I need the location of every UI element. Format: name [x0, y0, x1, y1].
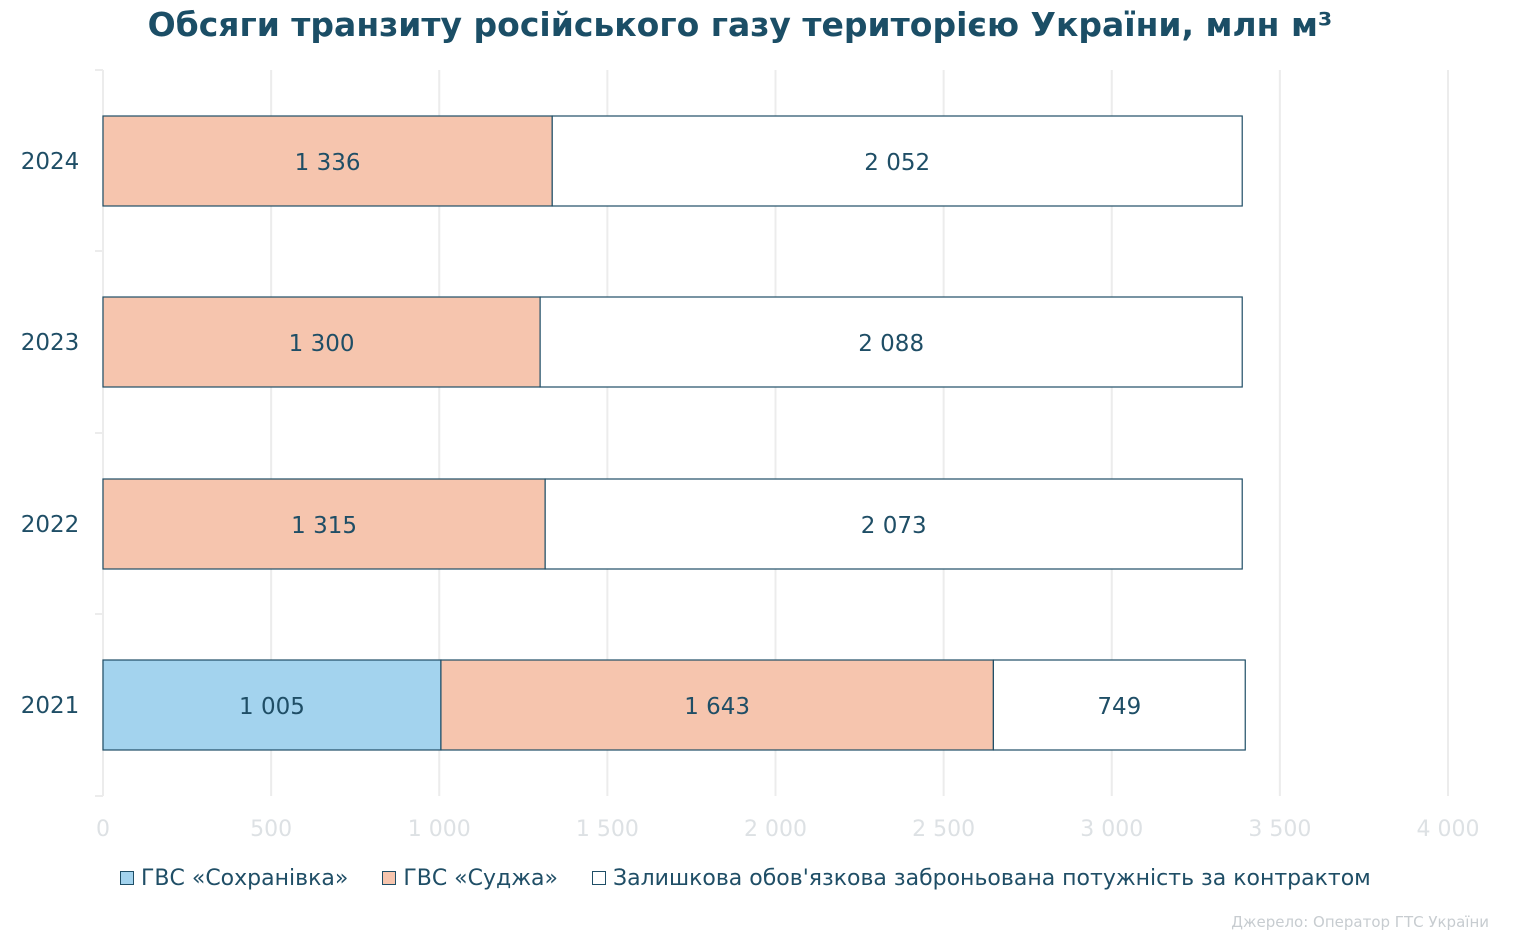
bar-2021-series-2 [992, 659, 1246, 751]
legend-swatch [592, 871, 606, 885]
data-label-2021-series-1: 1 643 [684, 694, 750, 720]
legend-swatch [120, 871, 134, 885]
y-label-2023: 2023 [21, 330, 80, 356]
y-axis-labels: 2021 2022 2023 2024 [21, 149, 80, 719]
data-label-2022-series-2: 2 073 [861, 513, 927, 539]
data-label-2022-series-1: 1 315 [291, 513, 357, 539]
x-tick-label: 500 [250, 817, 292, 842]
x-tick-label: 2 500 [912, 817, 975, 842]
data-label-2023-series-2: 2 088 [858, 331, 924, 357]
bar-2024-series-1 [102, 115, 553, 207]
x-tick-label: 1 500 [576, 817, 639, 842]
y-label-2024: 2024 [21, 149, 80, 175]
y-label-2022: 2022 [21, 512, 80, 538]
x-tick-label: 0 [96, 817, 110, 842]
legend-item-1: ГВС «Суджа» [382, 866, 558, 891]
y-label-2021: 2021 [21, 693, 80, 719]
legend-label: Залишкова обов'язкова заброньована потуж… [613, 865, 1371, 891]
bar-2022-series-2 [544, 478, 1243, 570]
data-label-2024-series-1: 1 336 [295, 150, 361, 176]
data-label-2023-series-1: 1 300 [289, 331, 355, 357]
data-label-2024-series-2: 2 052 [864, 150, 930, 176]
source-note: Джерело: Оператор ГТС України [1231, 913, 1489, 931]
bar-chart: Обсяги транзиту російського газу територ… [21, 5, 1480, 842]
legend-item-0: ГВС «Сохранівка» [120, 866, 348, 891]
x-tick-label: 1 000 [408, 817, 471, 842]
legend-label: ГВС «Суджа» [403, 865, 558, 891]
bar-2023-series-2 [539, 296, 1243, 388]
data-label-2021-series-2: 749 [1097, 694, 1141, 720]
x-tick-label: 4 000 [1417, 817, 1480, 842]
x-axis-labels: 0 500 1 000 1 500 2 000 2 500 3 000 3 500 4 000 [96, 817, 1479, 842]
legend-item-2: Залишкова обов'язкова заброньована потуж… [592, 866, 1371, 891]
legend: ГВС «Сохранівка» ГВС «Суджа» Залишкова обо… [120, 862, 1405, 894]
x-tick-label: 3 000 [1080, 817, 1143, 842]
bars: 1 005 1 643 749 1 315 2 073 1 300 2 088 1 336 2 … [102, 115, 1246, 751]
legend-label: ГВС «Сохранівка» [141, 865, 349, 891]
bar-2023-series-1 [102, 296, 541, 388]
x-tick-label: 3 500 [1248, 817, 1311, 842]
data-label-2021-series-0: 1 005 [239, 694, 305, 720]
chart-title: Обсяги транзиту російського газу територ… [148, 5, 1333, 44]
x-tick-label: 2 000 [744, 817, 807, 842]
legend-swatch [382, 871, 397, 885]
bar-2024-series-2 [551, 115, 1243, 207]
